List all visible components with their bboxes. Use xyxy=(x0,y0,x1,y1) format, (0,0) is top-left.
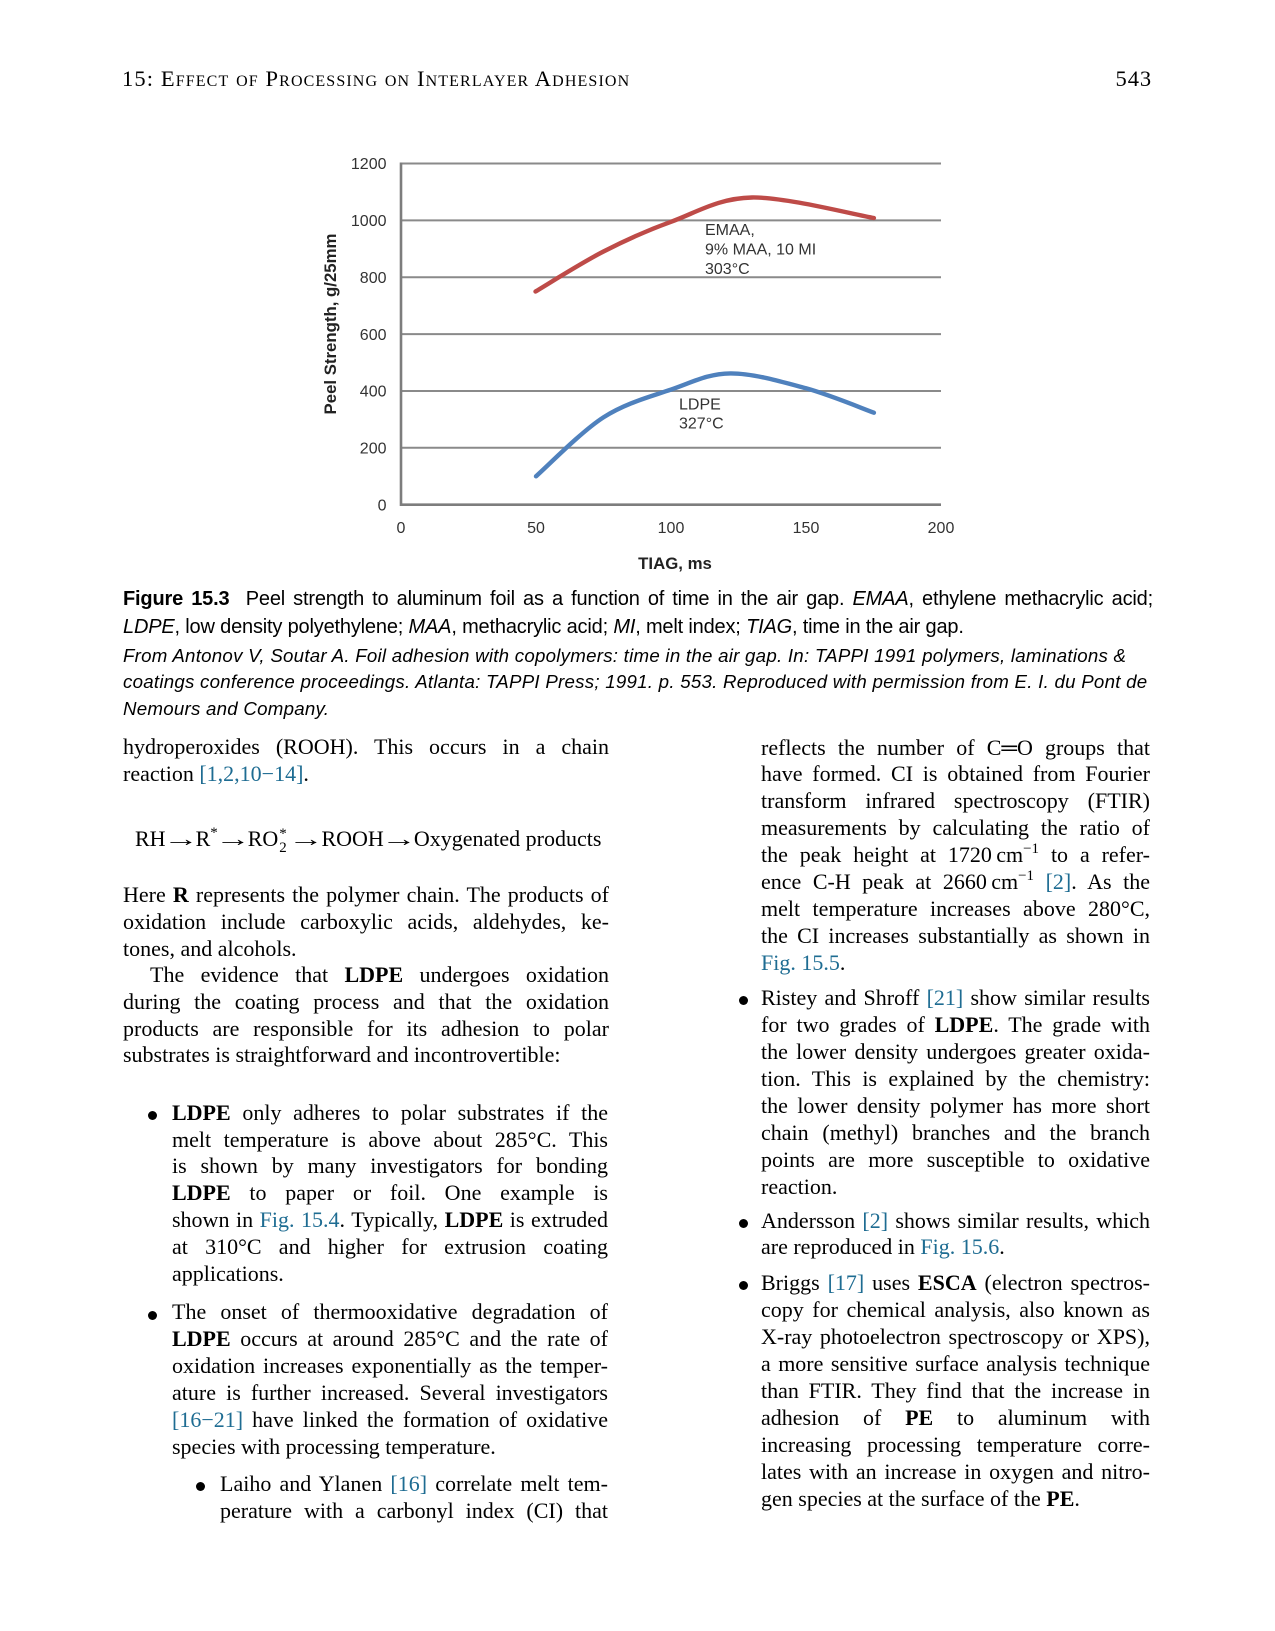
svg-text:0: 0 xyxy=(397,520,406,537)
svg-text:150: 150 xyxy=(793,520,820,537)
svg-text:1200: 1200 xyxy=(351,156,387,173)
svg-text:400: 400 xyxy=(360,384,387,401)
svg-text:50: 50 xyxy=(527,520,545,537)
svg-text:303°C: 303°C xyxy=(705,261,750,278)
svg-text:0: 0 xyxy=(378,497,387,514)
svg-text:1000: 1000 xyxy=(351,213,387,230)
svg-text:327°C: 327°C xyxy=(679,416,724,433)
svg-text:200: 200 xyxy=(928,520,955,537)
svg-text:EMAA,: EMAA, xyxy=(705,222,755,239)
svg-text:800: 800 xyxy=(360,270,387,287)
svg-text:200: 200 xyxy=(360,441,387,458)
svg-text:600: 600 xyxy=(360,327,387,344)
svg-text:LDPE: LDPE xyxy=(679,396,721,413)
svg-text:100: 100 xyxy=(658,520,685,537)
svg-text:9% MAA, 10 MI: 9% MAA, 10 MI xyxy=(705,242,816,259)
svg-text:TIAG, ms: TIAG, ms xyxy=(638,554,712,573)
svg-text:Peel Strength, g/25mm: Peel Strength, g/25mm xyxy=(321,234,340,415)
